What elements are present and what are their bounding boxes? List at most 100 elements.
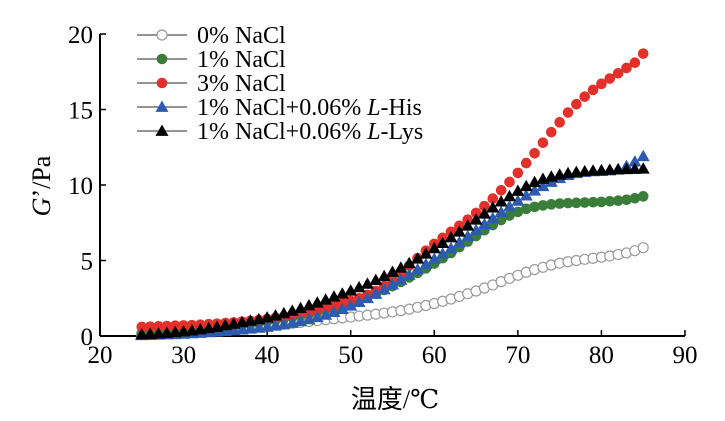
- data-point: [461, 229, 475, 242]
- data-point: [636, 149, 650, 162]
- data-point: [394, 273, 408, 285]
- data-point: [494, 195, 508, 207]
- data-point: [629, 57, 641, 68]
- data-point: [520, 157, 532, 169]
- data-point: [487, 193, 499, 204]
- data-point: [319, 293, 333, 305]
- data-point: [629, 192, 641, 204]
- data-point: [470, 207, 482, 219]
- x-tick-label: 30: [171, 342, 196, 369]
- data-point: [386, 278, 399, 290]
- data-point: [503, 199, 516, 212]
- data-point: [611, 163, 625, 175]
- legend-label-part: 1% NaCl+0.06%: [197, 119, 367, 145]
- data-point: [529, 147, 540, 159]
- legend-item-5: 1% NaCl+0.06% L-Lys: [137, 119, 423, 145]
- data-point: [494, 205, 508, 218]
- legend-label: 1% NaCl+0.06% L-Lys: [197, 119, 423, 145]
- data-point: [352, 295, 366, 308]
- data-point: [360, 291, 374, 304]
- data-point: [571, 98, 582, 110]
- data-point: [621, 62, 632, 74]
- legend-item-1: 0% NaCl: [137, 23, 286, 49]
- data-point: [360, 277, 374, 289]
- data-point: [512, 167, 524, 179]
- data-point: [477, 207, 491, 219]
- data-point: [320, 302, 331, 314]
- legend-marker: [155, 124, 169, 136]
- data-point: [335, 302, 349, 314]
- data-point: [579, 197, 591, 208]
- data-point: [528, 175, 542, 188]
- data-point: [503, 189, 516, 202]
- data-point: [402, 268, 416, 280]
- data-point: [528, 184, 542, 196]
- legend-item-4: 1% NaCl+0.06% L-His: [137, 95, 422, 121]
- data-point: [628, 162, 642, 174]
- y-tick-label: 0: [81, 324, 94, 351]
- data-point: [621, 194, 632, 206]
- data-point: [419, 257, 433, 270]
- data-point: [596, 196, 607, 208]
- data-point: [161, 320, 173, 332]
- data-point: [579, 91, 591, 102]
- data-point: [511, 184, 525, 196]
- y-tick-label: 15: [68, 98, 93, 125]
- data-point: [637, 191, 649, 202]
- data-point: [377, 282, 391, 295]
- data-point: [511, 194, 525, 206]
- plot-area: [135, 48, 650, 341]
- legend-label: 3% NaCl: [197, 71, 286, 97]
- data-point: [461, 219, 475, 231]
- axes: 20 30 40 50 60 70 80 90 0 5 10 15 20: [68, 22, 698, 369]
- data-point: [637, 48, 649, 59]
- data-point: [411, 252, 425, 264]
- series-5: [135, 162, 650, 340]
- data-point: [386, 265, 399, 277]
- legend-label-part: -Lys: [381, 119, 424, 145]
- data-point: [612, 67, 624, 79]
- data-point: [452, 235, 466, 248]
- legend-marker: [155, 100, 169, 112]
- data-point: [604, 196, 616, 207]
- data-point: [529, 201, 540, 213]
- data-point: [537, 137, 549, 149]
- y-tick-label: 10: [68, 173, 93, 200]
- data-point: [562, 107, 574, 118]
- data-point: [571, 197, 582, 209]
- data-point: [344, 299, 358, 311]
- x-tick-label: 40: [255, 342, 280, 369]
- legend-label: 1% NaCl: [197, 47, 286, 73]
- data-point: [479, 200, 490, 212]
- data-point: [486, 211, 500, 224]
- legend-label-part: 3% NaCl: [197, 71, 286, 97]
- data-point: [469, 223, 483, 236]
- x-tick-label: 60: [422, 342, 447, 369]
- data-point: [519, 189, 533, 201]
- legend-label-part: L: [366, 119, 380, 145]
- x-tick-label: 50: [338, 342, 363, 369]
- legend-label-part: 1% NaCl: [197, 47, 286, 73]
- data-point: [402, 256, 416, 269]
- data-point: [477, 217, 491, 230]
- data-point: [444, 231, 458, 243]
- data-point: [452, 225, 466, 237]
- data-point: [144, 321, 156, 332]
- y-axis-title-unit: ’/Pa: [27, 155, 56, 197]
- data-point: [335, 287, 349, 299]
- data-point: [344, 284, 358, 296]
- data-point: [519, 179, 533, 192]
- data-point: [603, 163, 617, 175]
- data-point: [587, 84, 599, 96]
- data-point: [612, 195, 624, 207]
- x-tick-label: 20: [88, 342, 113, 369]
- data-point: [436, 247, 450, 259]
- data-point: [495, 184, 507, 196]
- legend-item-2: 1% NaCl: [137, 47, 286, 73]
- data-point: [520, 203, 532, 215]
- data-point: [628, 155, 642, 167]
- data-point: [377, 269, 391, 282]
- data-point: [504, 176, 515, 188]
- data-point: [369, 287, 383, 299]
